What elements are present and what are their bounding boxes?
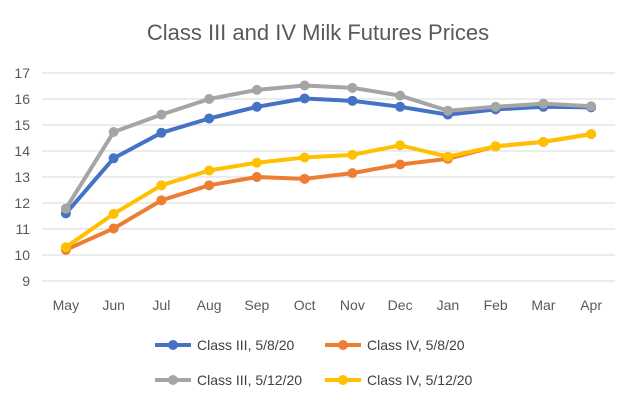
legend-swatch-marker: [168, 340, 178, 350]
series-line: [63, 132, 594, 250]
data-point: [108, 127, 119, 138]
series-2: [60, 129, 597, 255]
y-tick-label: 12: [14, 195, 30, 211]
x-tick-label: Sep: [244, 297, 269, 313]
y-tick-label: 17: [14, 65, 30, 81]
legend-swatch-marker: [168, 375, 178, 385]
y-tick-label: 11: [15, 221, 30, 237]
data-point: [538, 98, 549, 109]
legend-label: Class III, 5/12/20: [197, 372, 302, 388]
x-tick-label: Jun: [102, 297, 125, 313]
data-point: [251, 157, 262, 168]
data-point: [204, 94, 215, 104]
x-tick-label: Oct: [294, 297, 316, 313]
legend-swatch-marker: [338, 375, 348, 385]
chart-title: Class III and IV Milk Futures Prices: [147, 20, 489, 45]
y-tick-label: 15: [14, 117, 30, 133]
data-point: [108, 208, 119, 219]
y-tick-label: 10: [14, 247, 30, 263]
x-tick-label: Jan: [437, 297, 460, 313]
data-point: [60, 203, 71, 214]
data-point: [442, 105, 453, 116]
data-point: [347, 95, 358, 106]
x-axis-ticks: May Jun Jul Aug Sep Oct Nov Dec Jan Feb Mar Apr: [53, 297, 603, 313]
data-point: [204, 113, 215, 124]
legend-item: Class IV, 5/8/20: [325, 337, 465, 353]
data-point: [586, 101, 597, 112]
x-tick-label: Aug: [197, 297, 222, 313]
y-tick-label: 16: [14, 91, 30, 107]
legend-label: Class IV, 5/12/20: [367, 372, 473, 388]
series-4: [60, 129, 597, 253]
data-point: [108, 153, 119, 164]
legend-item: Class III, 5/12/20: [155, 372, 302, 388]
data-point: [490, 101, 501, 112]
x-tick-label: Nov: [340, 297, 365, 313]
data-point: [156, 109, 167, 120]
y-tick-label: 13: [14, 169, 30, 185]
data-point: [299, 173, 310, 184]
data-point: [251, 84, 262, 95]
x-tick-label: Jul: [152, 297, 170, 313]
x-tick-label: May: [53, 297, 79, 313]
data-point: [490, 141, 501, 152]
data-point: [586, 129, 597, 140]
data-point: [395, 90, 406, 101]
data-point: [156, 195, 167, 206]
legend: Class III, 5/8/20 Class IV, 5/8/20 Class I…: [155, 337, 473, 388]
data-point: [347, 149, 358, 160]
data-point: [347, 168, 358, 179]
legend-label: Class III, 5/8/20: [197, 337, 294, 353]
data-point: [108, 223, 119, 234]
y-tick-label: 14: [14, 143, 30, 159]
series-line: [63, 83, 594, 211]
y-axis-ticks: 9 10 11 12 13 14 15 16 17: [14, 65, 30, 289]
x-tick-label: Feb: [484, 297, 508, 313]
x-tick-label: Dec: [388, 297, 413, 313]
legend-label: Class IV, 5/8/20: [367, 337, 465, 353]
data-point: [60, 242, 71, 253]
series-1: [60, 93, 597, 219]
data-point: [156, 180, 167, 191]
data-point: [347, 82, 358, 93]
data-point: [204, 180, 215, 191]
data-point: [204, 165, 215, 176]
legend-swatch-marker: [338, 340, 348, 350]
data-point: [299, 93, 310, 104]
x-tick-label: Apr: [580, 297, 602, 313]
legend-item: Class III, 5/8/20: [155, 337, 294, 353]
data-point: [251, 101, 262, 112]
data-point: [395, 101, 406, 112]
series-3: [60, 80, 597, 214]
data-point: [538, 136, 549, 147]
legend-item: Class IV, 5/12/20: [325, 372, 473, 388]
x-tick-label: Mar: [531, 297, 555, 313]
data-point: [251, 172, 262, 182]
y-tick-label: 9: [22, 273, 30, 289]
data-point: [395, 140, 406, 151]
data-point: [156, 127, 167, 138]
data-point: [299, 80, 310, 91]
data-point: [299, 152, 310, 163]
data-point: [395, 159, 406, 170]
series-line: [63, 96, 594, 216]
data-point: [442, 151, 453, 162]
series-layer: [60, 80, 597, 255]
